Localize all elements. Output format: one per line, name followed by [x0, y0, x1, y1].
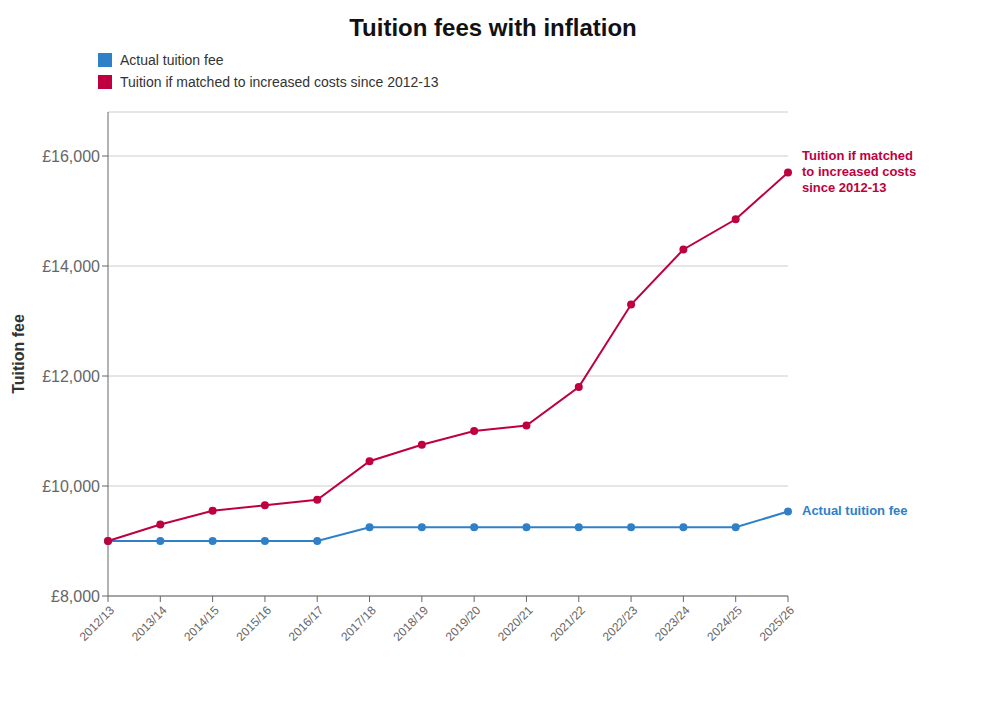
svg-text:2021/22: 2021/22	[547, 603, 588, 644]
svg-text:2024/25: 2024/25	[704, 603, 745, 644]
svg-text:2015/16: 2015/16	[234, 603, 275, 644]
svg-text:2013/14: 2013/14	[129, 603, 170, 644]
svg-text:2023/24: 2023/24	[652, 603, 693, 644]
svg-text:2018/19: 2018/19	[390, 603, 431, 644]
html-text:Tuition fees with inflation: Tuition fees with inflation	[349, 14, 637, 41]
svg-text:£12,000: £12,000	[42, 368, 100, 385]
svg-text:£10,000: £10,000	[42, 478, 100, 495]
svg-text:Actual tuition fee: Actual tuition fee	[802, 503, 907, 518]
svg-text:2012/13: 2012/13	[77, 603, 118, 644]
svg-text:£16,000: £16,000	[42, 148, 100, 165]
svg-text:2014/15: 2014/15	[181, 603, 222, 644]
svg-text:2016/17: 2016/17	[286, 603, 327, 644]
svg-text:2025/26: 2025/26	[757, 603, 798, 644]
svg-text:Tuition fee: Tuition fee	[10, 314, 27, 394]
svg-text:Tuition if matchedto increased: Tuition if matchedto increased costssinc…	[802, 148, 916, 195]
html-text:Tuition if matched to increase: Tuition if matched to increased costs si…	[120, 74, 439, 90]
svg-text:2017/18: 2017/18	[338, 603, 379, 644]
svg-text:£14,000: £14,000	[42, 258, 100, 275]
svg-text:£8,000: £8,000	[51, 588, 100, 605]
html-text:Actual tuition fee: Actual tuition fee	[120, 52, 224, 68]
svg-text:2019/20: 2019/20	[443, 603, 484, 644]
svg-text:2022/23: 2022/23	[600, 603, 641, 644]
svg-text:2020/21: 2020/21	[495, 603, 536, 644]
